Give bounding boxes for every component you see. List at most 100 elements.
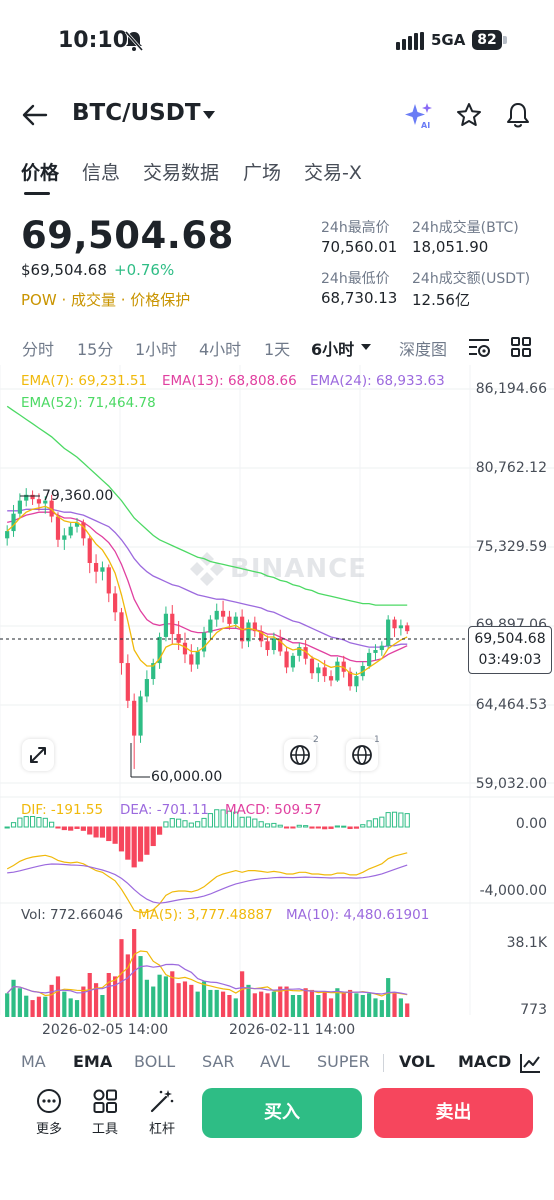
candle-body — [119, 612, 124, 664]
interval-4h[interactable]: 4小时 — [199, 340, 242, 359]
ema52-legend: EMA(52): 71,464.78 — [21, 395, 156, 411]
candle-body — [297, 647, 302, 656]
indicator-chart-icon[interactable] — [518, 1052, 542, 1074]
interval-15m[interactable]: 15分 — [77, 340, 114, 359]
indicator-ma[interactable]: MA — [21, 1052, 46, 1071]
macd-bar — [99, 826, 106, 838]
volume-bar — [271, 991, 276, 1017]
volume-bar — [24, 995, 29, 1017]
back-arrow-icon[interactable] — [22, 103, 48, 127]
candle-body — [49, 500, 54, 517]
macd-bar — [36, 817, 42, 828]
indicator-ema[interactable]: EMA — [73, 1052, 113, 1071]
interval-1h[interactable]: 1小时 — [135, 340, 178, 359]
volume-bar — [106, 973, 111, 1017]
globe-event-icon[interactable] — [346, 739, 378, 771]
vol-usdt-label: 24h成交额(USDT) — [412, 271, 531, 287]
signal-icon — [396, 32, 424, 50]
interval-timeline[interactable]: 分时 — [22, 340, 55, 359]
ema52-line — [6, 405, 408, 606]
price-axis-label: 86,194.66 — [475, 381, 547, 397]
macd-bar — [296, 824, 302, 828]
macd-bar — [271, 822, 277, 828]
volume-bar — [5, 993, 10, 1017]
volume-bar — [81, 986, 86, 1017]
watermark-text: BINANCE — [230, 554, 367, 584]
kline-chart[interactable]: BINANCE — [0, 365, 554, 1025]
interval-caret-icon[interactable] — [360, 343, 372, 351]
favorite-star-icon[interactable] — [456, 102, 482, 128]
candle-body — [30, 494, 35, 500]
candle-body — [170, 613, 175, 635]
pair-title[interactable]: BTC/USDT — [72, 100, 201, 126]
indicator-super[interactable]: SUPER — [317, 1052, 370, 1071]
ema7-line — [6, 505, 408, 676]
tab-trading-data[interactable]: 交易数据 — [143, 162, 220, 184]
ai-sparkle-icon[interactable]: AI — [404, 102, 434, 130]
battery-level: 82 — [472, 30, 502, 50]
layout-grid-icon[interactable] — [510, 336, 532, 358]
buy-button[interactable]: 买入 — [202, 1088, 362, 1138]
macd-bar — [29, 816, 36, 828]
indicator-vol[interactable]: VOL — [399, 1052, 435, 1071]
macd-bar — [74, 826, 80, 829]
candle-body — [290, 655, 296, 668]
price-tags[interactable]: POW · 成交量 · 价格保护 — [21, 291, 191, 309]
volume-bar — [176, 983, 181, 1017]
more-tool-label: 更多 — [35, 1122, 62, 1137]
tab-info[interactable]: 信息 — [82, 162, 121, 184]
leverage-tool[interactable]: 杠杆 — [142, 1088, 182, 1137]
tab-square[interactable]: 广场 — [243, 162, 282, 184]
candle-body — [259, 631, 264, 642]
interval-1d[interactable]: 1天 — [264, 340, 291, 359]
candle-body — [68, 526, 73, 536]
volume-bar — [11, 979, 16, 1017]
sell-button[interactable]: 卖出 — [374, 1088, 533, 1138]
volume-bar — [163, 976, 169, 1017]
high-marker-label: 79,360.00 — [42, 488, 114, 504]
macd-bar — [106, 826, 112, 842]
more-tool[interactable]: 更多 — [29, 1088, 69, 1137]
vol-axis-label: 773 — [520, 1002, 547, 1018]
interval-6h[interactable]: 6小时 — [311, 340, 355, 359]
candle-body — [208, 619, 213, 633]
macd-bar — [252, 818, 258, 828]
indicator-sar[interactable]: SAR — [202, 1052, 235, 1071]
ema13-series — [7, 511, 408, 663]
volume-bar — [328, 998, 334, 1017]
candle-body — [11, 513, 16, 532]
volume-bar — [151, 986, 156, 1017]
macd-bar — [264, 823, 271, 828]
tab-price[interactable]: 价格 — [21, 162, 60, 184]
tools-tool[interactable]: 工具 — [85, 1088, 125, 1137]
indicator-macd[interactable]: MACD — [458, 1052, 512, 1071]
volume-bar — [132, 929, 137, 1017]
volume-bar — [195, 991, 200, 1017]
candle-body — [386, 619, 391, 646]
high-label: 24h最高价 — [321, 220, 390, 236]
candle-body — [5, 531, 10, 539]
volume-bar — [240, 971, 245, 1017]
indicator-avl[interactable]: AVL — [260, 1052, 290, 1071]
caret-down-icon[interactable] — [202, 110, 216, 120]
dea-line — [7, 863, 408, 904]
volume-bar — [170, 971, 175, 1017]
macd-bar — [347, 826, 353, 830]
chart-settings-icon[interactable] — [467, 336, 491, 358]
candle-body — [328, 676, 334, 681]
interval-depth[interactable]: 深度图 — [399, 340, 448, 359]
macd-bar — [49, 821, 55, 828]
notification-bell-icon[interactable] — [505, 101, 531, 129]
indicator-boll[interactable]: BOLL — [134, 1052, 176, 1071]
active-tab-indicator — [24, 192, 50, 195]
volume-bar — [367, 993, 372, 1017]
macd-bar — [195, 821, 201, 828]
macd-bar — [258, 821, 264, 828]
last-price: 69,504.68 — [21, 214, 234, 257]
globe-event-icon[interactable] — [284, 739, 316, 771]
vol-ma10-legend: MA(10): 4,480.61901 — [286, 907, 430, 923]
fullscreen-expand-icon[interactable] — [22, 739, 54, 771]
candle-body — [220, 610, 226, 617]
tab-trade-x[interactable]: 交易-X — [304, 162, 362, 184]
candle-body — [182, 642, 188, 655]
